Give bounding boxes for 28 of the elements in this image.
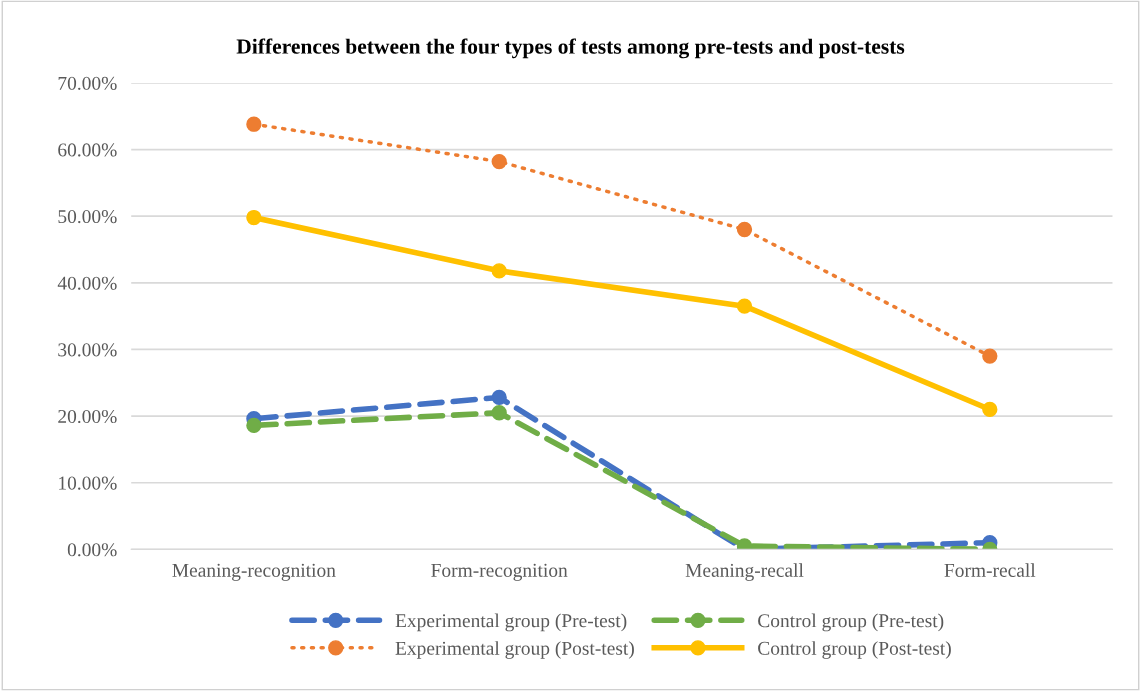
y-tick-label: 70.00% [58,76,117,90]
legend-label: Control group (Pre-test) [758,613,944,632]
point [982,401,998,418]
y-tick-label: 20.00% [58,409,117,424]
chart-title: Differences between the four types of tests among pre-tests and post-tests [236,38,905,59]
x-tick-label: Form-recall [944,563,1036,577]
legend-label: Experimental group (Post-test) [395,641,634,659]
point [982,348,998,364]
point [246,116,262,132]
point [491,405,507,421]
legend-label: Control group (Post-test) [758,641,951,659]
point [491,389,507,406]
y-tick-label: 40.00% [57,276,117,290]
point [246,209,262,226]
y-tick-label: 30.00% [58,343,117,357]
point [736,221,753,238]
point [246,417,262,434]
y-tick-label: 50.00% [58,210,117,224]
x-tick-label: Form-recognition [431,563,568,581]
legend-label: Experimental group (Pre-test) [395,613,627,632]
y-tick-label: 10.00% [59,476,117,490]
y-tick-label: 0.00% [67,543,117,557]
point [491,263,507,279]
point [491,153,507,170]
x-tick-label: Meaning-recall [685,563,804,581]
x-tick-label: Meaning-recognition [172,563,336,581]
y-tick-label: 60.00% [58,143,117,157]
point [736,298,753,314]
